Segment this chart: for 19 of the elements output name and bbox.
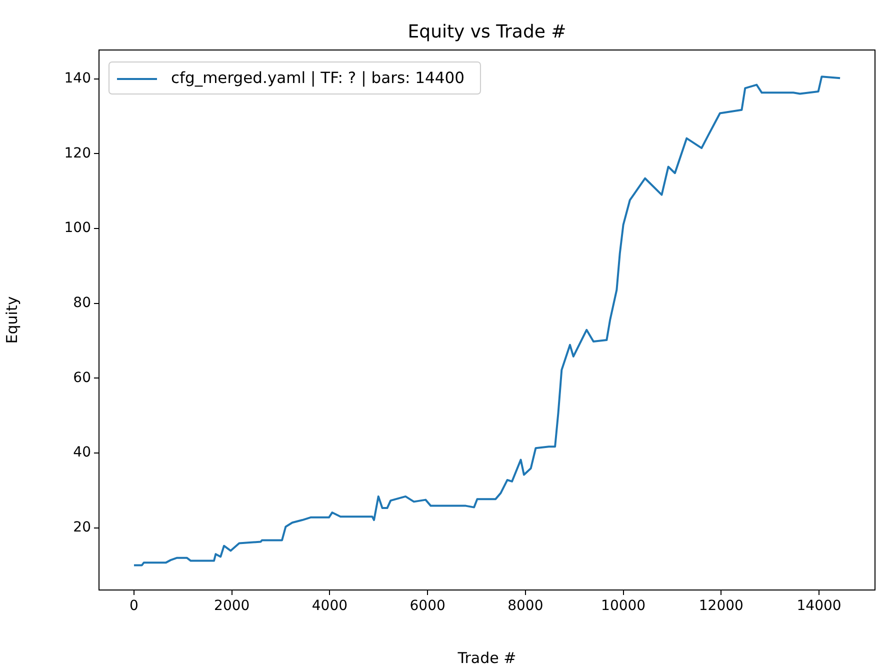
y-tick-label: 140 — [64, 70, 91, 86]
x-tick-label: 0 — [130, 598, 138, 614]
x-tick-label: 4000 — [312, 598, 348, 614]
legend-label: cfg_merged.yaml | TF: ? | bars: 14400 — [171, 69, 464, 88]
x-tick-label: 12000 — [698, 598, 744, 614]
x-tick-label: 8000 — [508, 598, 544, 614]
x-tick-label: 6000 — [410, 598, 446, 614]
x-tick-label: 14000 — [796, 598, 842, 614]
y-axis-title: Equity — [2, 296, 21, 344]
y-tick-label: 120 — [64, 145, 91, 162]
y-tick-label: 100 — [64, 220, 91, 236]
x-tick-label: 2000 — [214, 598, 250, 614]
y-tick-label: 40 — [73, 444, 91, 461]
chart-title: Equity vs Trade # — [408, 22, 566, 43]
y-tick-label: 80 — [73, 294, 91, 311]
x-axis-title: Trade # — [456, 648, 516, 667]
y-tick-label: 20 — [73, 520, 91, 536]
y-tick-label: 60 — [73, 370, 91, 386]
x-tick-label: 10000 — [601, 598, 646, 614]
